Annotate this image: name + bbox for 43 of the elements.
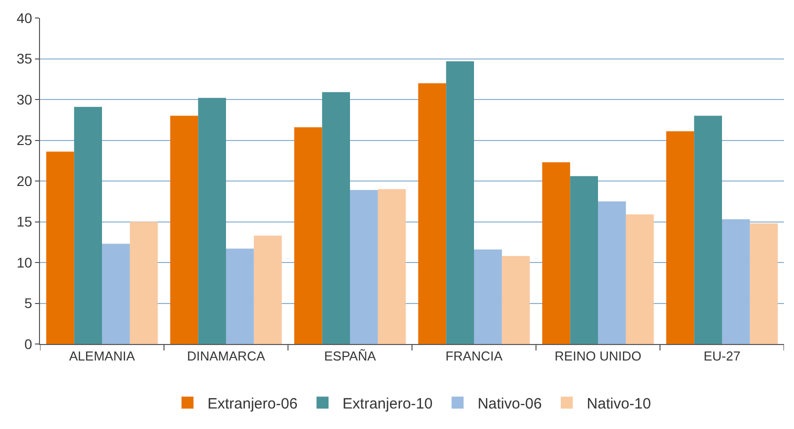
bar xyxy=(722,219,750,344)
x-tick-label: ESPAÑA xyxy=(324,348,376,364)
legend-label: Extranjero-10 xyxy=(342,395,433,412)
bar xyxy=(474,249,502,344)
bar xyxy=(102,244,130,344)
bar xyxy=(750,223,778,344)
bar xyxy=(350,190,378,344)
bar xyxy=(570,176,598,344)
bar xyxy=(598,201,626,344)
y-tick-label: 0 xyxy=(24,336,32,352)
bar xyxy=(418,83,446,344)
bar xyxy=(294,127,322,344)
x-tick-label: ALEMANIA xyxy=(69,348,136,364)
bar xyxy=(322,92,350,344)
bar xyxy=(378,189,406,344)
legend-label: Nativo-06 xyxy=(478,395,542,412)
bar xyxy=(626,214,654,344)
x-tick-label: DINAMARCA xyxy=(186,348,266,364)
x-tick-label: FRANCIA xyxy=(445,348,503,364)
bar xyxy=(130,222,158,344)
y-tick-label: 40 xyxy=(16,10,32,26)
bar xyxy=(254,236,282,344)
bar xyxy=(198,98,226,344)
bar xyxy=(666,131,694,344)
y-tick-label: 10 xyxy=(16,254,32,270)
bar xyxy=(170,116,198,344)
bar xyxy=(542,162,570,344)
y-tick-label: 35 xyxy=(16,50,32,67)
x-tick-label: EU-27 xyxy=(704,348,740,364)
bar xyxy=(694,116,722,344)
legend-label: Nativo-10 xyxy=(586,395,651,412)
y-tick-label: 5 xyxy=(24,295,32,312)
bar xyxy=(446,61,474,344)
bar xyxy=(502,256,530,344)
bar xyxy=(74,106,102,344)
legend-label: Extranjero-06 xyxy=(208,395,298,412)
y-tick-label: 15 xyxy=(16,214,32,230)
bar xyxy=(46,152,74,344)
y-tick-label: 25 xyxy=(16,132,32,148)
y-tick-label: 30 xyxy=(16,91,32,108)
bar xyxy=(226,248,254,344)
y-tick-label: 20 xyxy=(16,172,32,189)
x-tick-label: REINO UNIDO xyxy=(554,348,642,364)
